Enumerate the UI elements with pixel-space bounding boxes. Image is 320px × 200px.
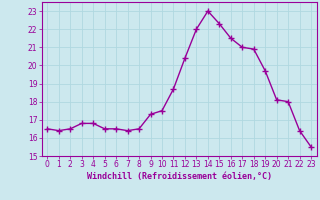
X-axis label: Windchill (Refroidissement éolien,°C): Windchill (Refroidissement éolien,°C) [87,172,272,181]
